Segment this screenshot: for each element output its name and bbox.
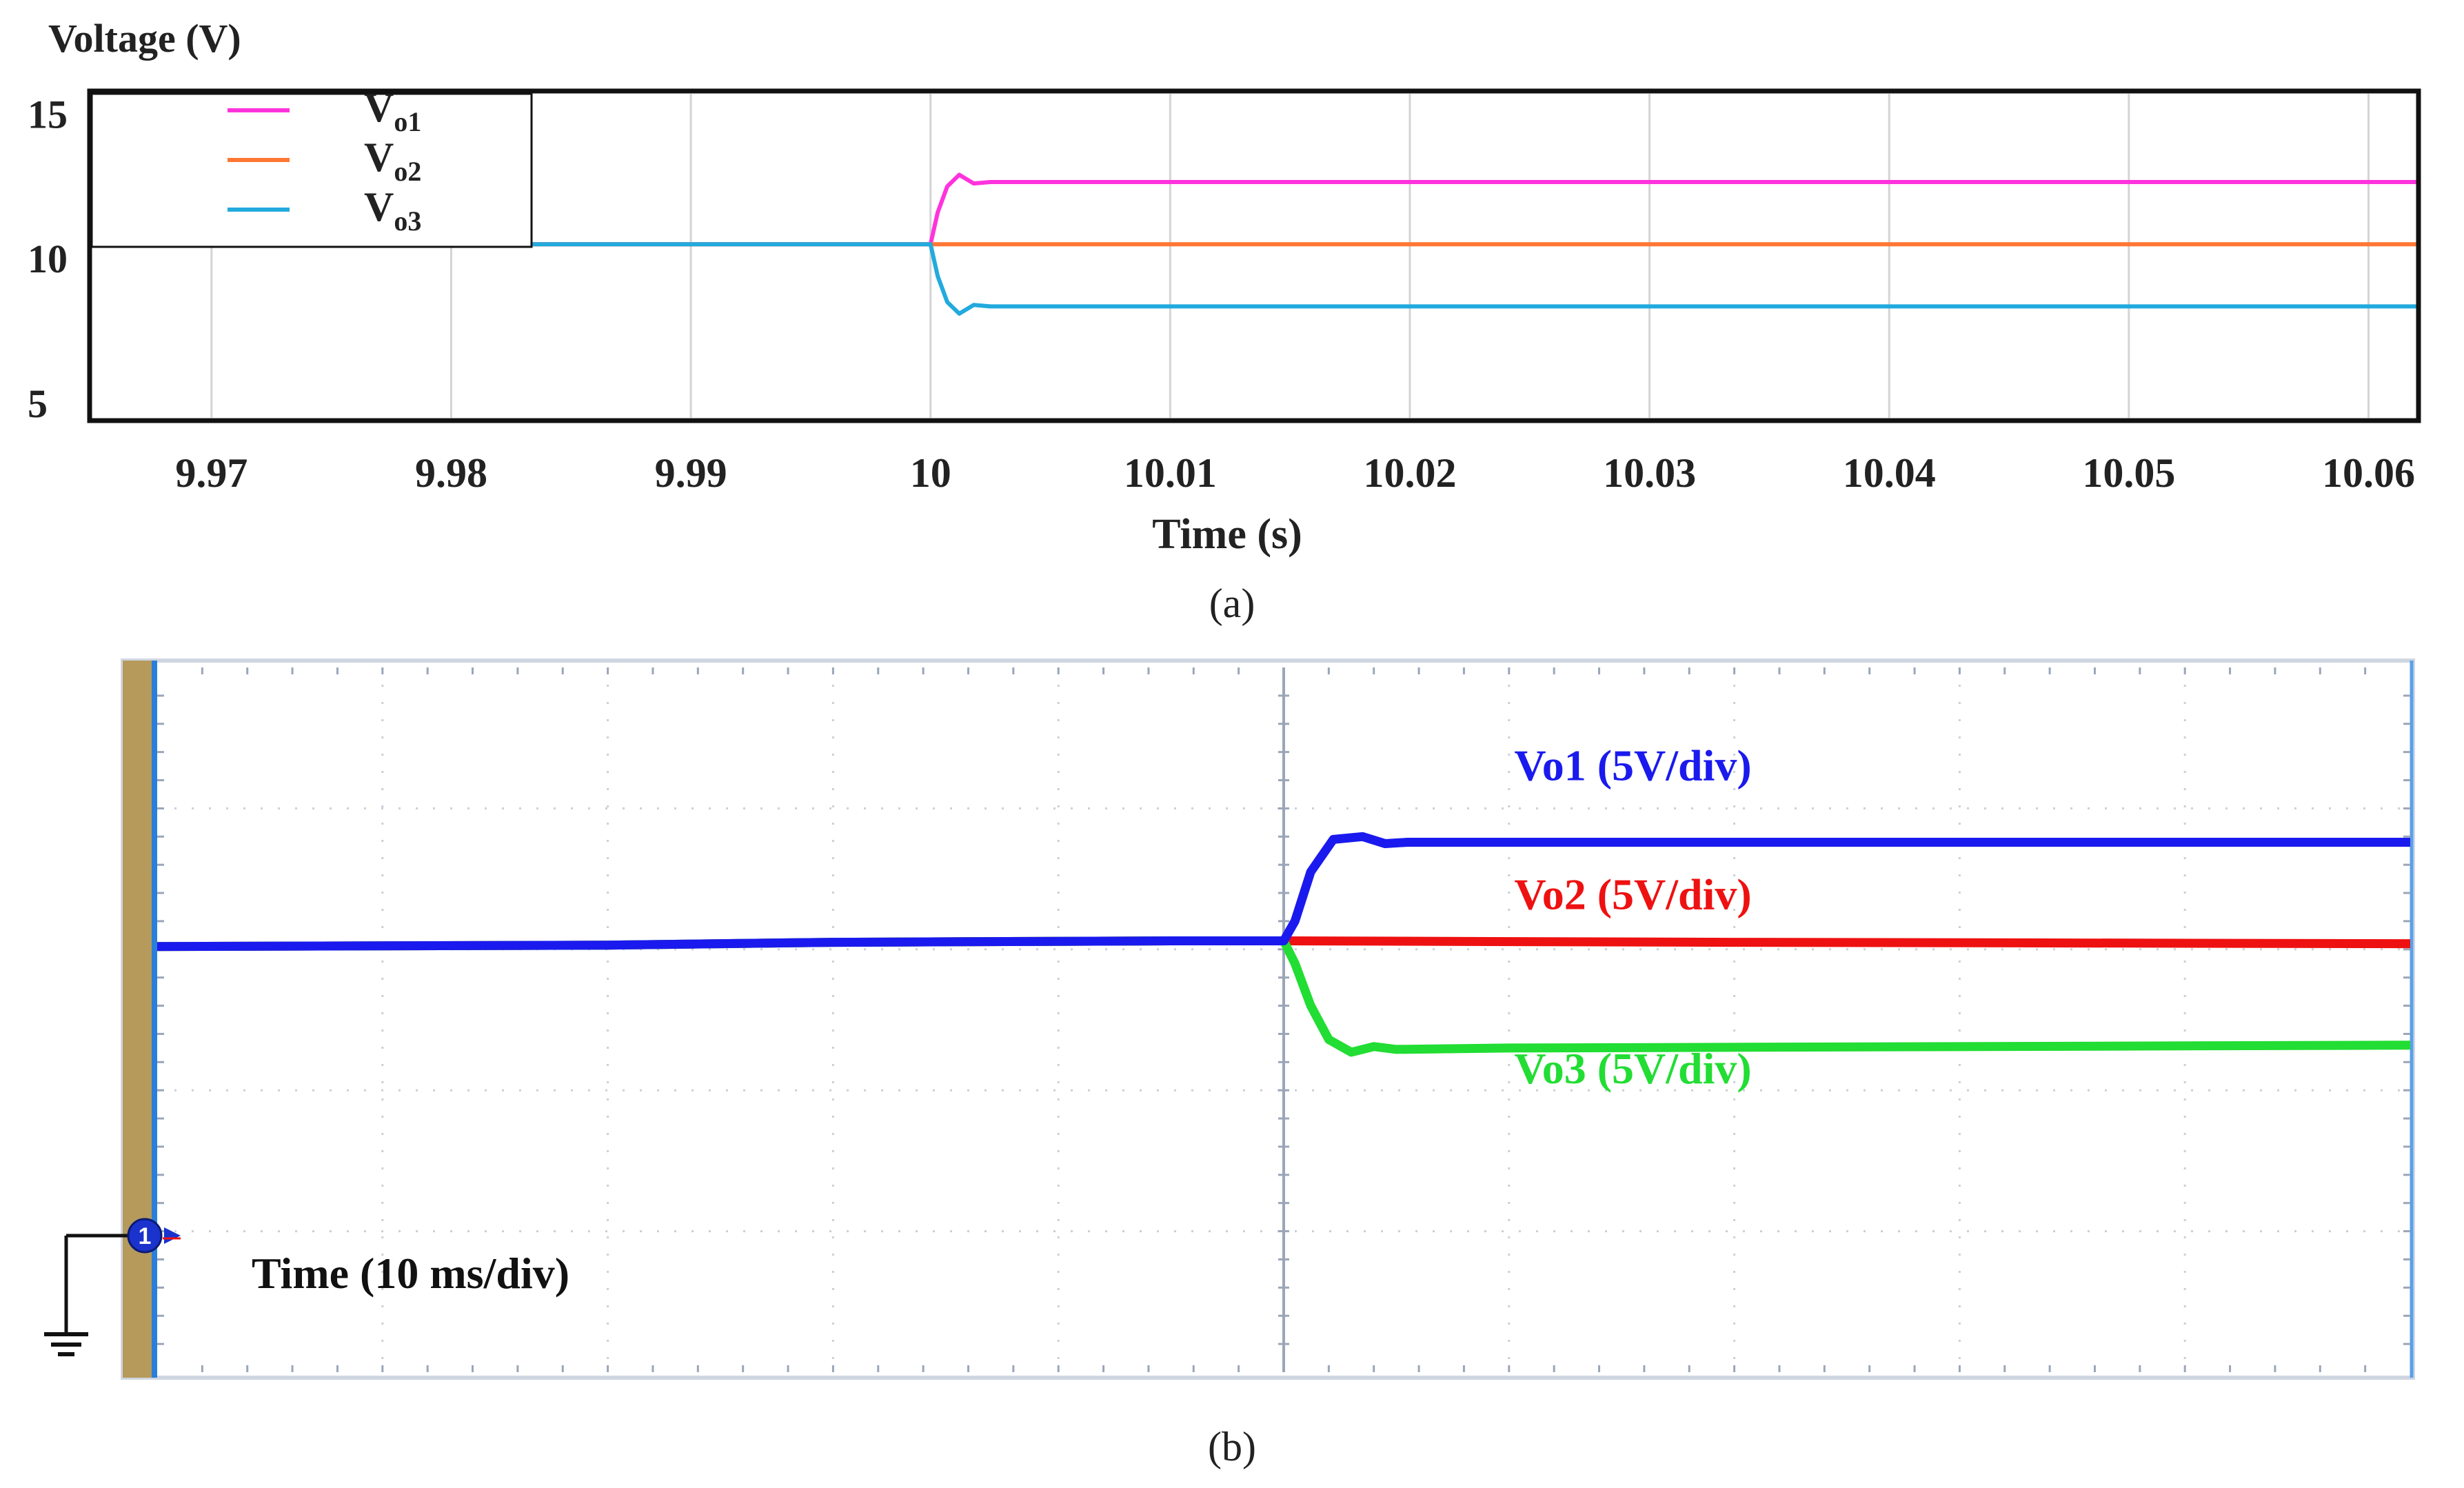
b-series-vo1 [156,832,2410,952]
a-xtick-9.97: 9.97 [175,450,248,496]
b-label-vo1: Vo1 (5V/div) [1514,741,1751,790]
a-xtick-9.99: 9.99 [655,450,727,496]
a-xtick-9.98: 9.98 [415,450,487,496]
a-series-vo3 [92,242,2416,316]
b-label-vo2: Vo2 (5V/div) [1514,870,1751,919]
a-series-vo1 [92,172,2416,247]
channel-1-marker-label: 1 [139,1223,152,1249]
a-ytick-labels: 5 10 15 [28,92,68,426]
a-ytick-5: 5 [28,381,48,426]
b-time-label: Time (10 ms/div) [252,1249,569,1298]
a-gridlines [210,94,2370,418]
a-xtick-10: 10 [910,450,951,496]
b-left-strip [123,661,154,1378]
b-ground-marker: 1 [44,1218,181,1356]
b-panel-label: (b) [1208,1424,1256,1469]
panel-b: Vo1 (5V/div) Vo2 (5V/div) Vo3 (5V/div) 1 T… [44,658,2415,1469]
b-series-group [156,832,2411,1057]
channel-1-marker [127,1218,163,1254]
a-xtick-labels: 9.97 9.98 9.99 10 10.01 10.02 10.03 10.04 10.05 1… [175,450,2415,496]
b-graticule [157,667,2410,1372]
a-ylabel: Voltage (V) [48,16,241,61]
a-xtick-10.01: 10.01 [1124,450,1217,496]
a-ytick-10: 10 [28,237,68,281]
b-series-labels: Vo1 (5V/div) Vo2 (5V/div) Vo3 (5V/div) [1514,741,1751,1092]
a-plot-frame [87,88,2421,423]
a-xtick-10.05: 10.05 [2082,450,2175,496]
a-xtick-10.03: 10.03 [1603,450,1696,496]
a-ytick-15: 15 [28,92,68,137]
a-panel-label: (a) [1209,581,1255,626]
channel-1-arrow [164,1227,181,1244]
a-legend-label-vo3: Vo3 [364,184,421,237]
a-legend-label-vo2: Vo2 [364,134,421,187]
a-legend-label-vo1: Vo1 [364,85,421,137]
a-legend-box [90,92,533,248]
panel-a: Voltage (V) 5 10 15 9.97 9.98 9.99 10 10.01 10.… [28,16,2421,626]
a-xtick-10.02: 10.02 [1363,450,1456,496]
b-label-vo3: Vo3 (5V/div) [1514,1044,1751,1093]
a-xtick-10.06: 10.06 [2322,450,2415,496]
a-xlabel: Time (s) [1152,511,1302,558]
a-xtick-10.04: 10.04 [1843,450,1936,496]
